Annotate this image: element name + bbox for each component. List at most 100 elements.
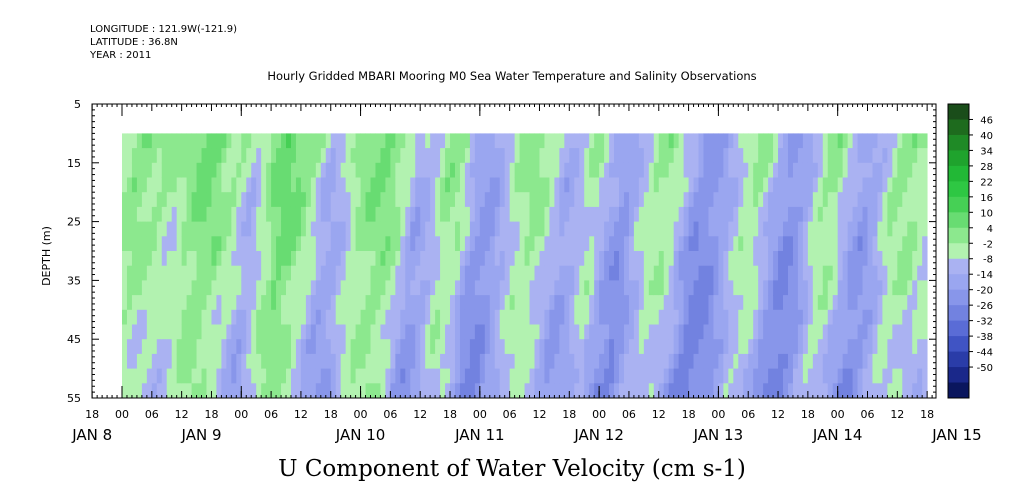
heatmap-cell xyxy=(827,162,834,178)
heatmap-cell xyxy=(464,206,471,222)
heatmap-cell xyxy=(345,177,352,193)
heatmap-cell xyxy=(708,206,714,222)
heatmap-cell xyxy=(390,162,396,178)
heatmap-cell xyxy=(822,192,829,208)
heatmap-cell xyxy=(668,280,675,296)
heatmap-cell xyxy=(773,383,779,399)
heatmap-cell xyxy=(410,309,416,325)
heatmap-cell xyxy=(519,295,525,311)
heatmap-cell xyxy=(797,368,804,384)
heatmap-cell xyxy=(787,324,794,340)
heatmap-cell xyxy=(797,324,804,340)
heatmap-cell xyxy=(683,339,689,355)
heatmap-cell xyxy=(638,309,645,325)
heatmap-cell xyxy=(514,177,520,193)
heatmap-cell xyxy=(251,309,257,325)
heatmap-cell xyxy=(459,162,466,178)
heatmap-cell xyxy=(251,324,257,340)
heatmap-cell xyxy=(430,265,436,281)
heatmap-cell xyxy=(658,162,665,178)
heatmap-cell xyxy=(246,148,252,164)
heatmap-cell xyxy=(350,162,356,178)
heatmap-cell xyxy=(459,324,466,340)
heatmap-cell xyxy=(897,339,903,355)
heatmap-cell xyxy=(499,295,506,311)
heatmap-cell xyxy=(519,236,525,252)
heatmap-cell xyxy=(559,280,565,296)
heatmap-cell xyxy=(261,353,267,369)
heatmap-cell xyxy=(559,324,565,340)
heatmap-cell xyxy=(663,309,670,325)
heatmap-cell xyxy=(544,251,550,267)
heatmap-cell xyxy=(907,221,913,237)
heatmap-cell xyxy=(325,280,332,296)
heatmap-cell xyxy=(728,309,734,325)
heatmap-cell xyxy=(305,324,312,340)
heatmap-cell xyxy=(445,177,451,193)
heatmap-cell xyxy=(161,353,168,369)
heatmap-cell xyxy=(410,368,416,384)
heatmap-cell xyxy=(897,353,903,369)
heatmap-cell xyxy=(783,265,789,281)
heatmap-cell xyxy=(469,206,476,222)
heatmap-cell xyxy=(216,133,222,149)
heatmap-cell xyxy=(922,324,928,340)
heatmap-cell xyxy=(569,280,575,296)
heatmap-cell xyxy=(773,206,779,222)
heatmap-cell xyxy=(643,221,650,237)
heatmap-cell xyxy=(897,133,903,149)
heatmap-cell xyxy=(837,295,844,311)
heatmap-cell xyxy=(673,353,680,369)
heatmap-cell xyxy=(435,148,441,164)
heatmap-cell xyxy=(385,265,391,281)
heatmap-cell xyxy=(773,295,779,311)
heatmap-cell xyxy=(479,280,486,296)
heatmap-cell xyxy=(564,206,570,222)
heatmap-cell xyxy=(181,251,188,267)
heatmap-cell xyxy=(509,251,516,267)
heatmap-cell xyxy=(862,280,868,296)
heatmap-cell xyxy=(638,353,645,369)
heatmap-cell xyxy=(479,309,486,325)
heatmap-cell xyxy=(718,133,724,149)
heatmap-cell xyxy=(355,133,361,149)
heatmap-cell xyxy=(852,133,858,149)
heatmap-cell xyxy=(917,133,923,149)
heatmap-cell xyxy=(589,148,595,164)
heatmap-cell xyxy=(822,148,829,164)
heatmap-cell xyxy=(271,206,277,222)
heatmap-cell xyxy=(290,339,297,355)
heatmap-cell xyxy=(842,236,849,252)
heatmap-cell xyxy=(156,324,163,340)
heatmap-cell xyxy=(151,309,158,325)
heatmap-cell xyxy=(817,324,824,340)
heatmap-cell xyxy=(176,148,183,164)
heatmap-cell xyxy=(852,206,858,222)
heatmap-cell xyxy=(415,148,421,164)
heatmap-cell xyxy=(832,236,839,252)
heatmap-cell xyxy=(549,309,555,325)
heatmap-cell xyxy=(539,251,545,267)
heatmap-cell xyxy=(847,368,853,384)
heatmap-cell xyxy=(295,265,302,281)
colorbar-swatch xyxy=(948,104,969,120)
heatmap-cell xyxy=(469,177,476,193)
heatmap-cell xyxy=(807,133,814,149)
heatmap-cell xyxy=(146,265,153,281)
heatmap-cell xyxy=(365,133,371,149)
heatmap-cell xyxy=(171,177,178,193)
heatmap-cell xyxy=(683,265,689,281)
heatmap-cell xyxy=(867,265,873,281)
heatmap-cell xyxy=(817,251,824,267)
heatmap-cell xyxy=(271,324,277,340)
heatmap-cell xyxy=(763,221,769,237)
heatmap-cell xyxy=(300,221,307,237)
heatmap-cell xyxy=(902,353,908,369)
heatmap-cell xyxy=(544,383,550,399)
heatmap-cell xyxy=(231,309,237,325)
heatmap-cell xyxy=(295,236,302,252)
heatmap-cell xyxy=(743,324,749,340)
heatmap-cell xyxy=(300,295,307,311)
heatmap-cell xyxy=(415,265,421,281)
